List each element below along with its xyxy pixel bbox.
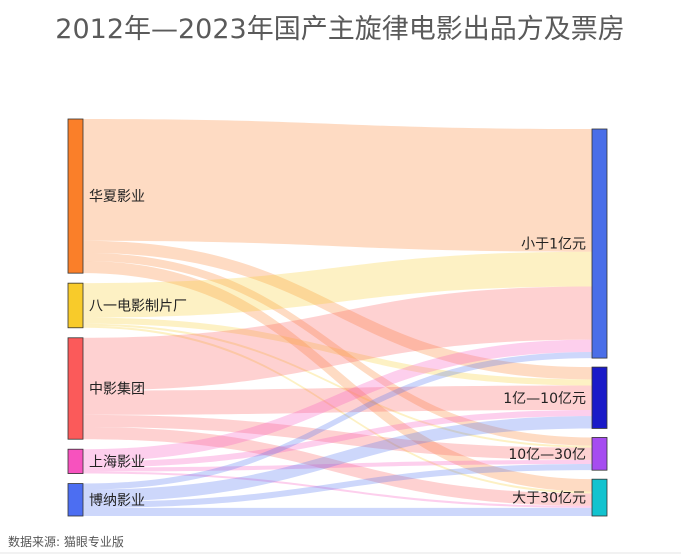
target-label-2: 1亿—10亿元 bbox=[503, 391, 586, 407]
link-4 bbox=[83, 260, 592, 492]
source-node-5[interactable] bbox=[67, 483, 84, 517]
link-2 bbox=[83, 240, 592, 380]
source-label-5: 博纳影业 bbox=[89, 492, 145, 509]
target-node-1[interactable] bbox=[591, 128, 608, 359]
links-layer bbox=[83, 119, 592, 516]
chart-title: 2012年—2023年国产主旋律电影出品方及票房 bbox=[55, 14, 624, 45]
link-12 bbox=[83, 427, 592, 506]
link-18 bbox=[83, 416, 592, 502]
link-3 bbox=[83, 252, 592, 446]
source-label-3: 中影集团 bbox=[89, 380, 145, 397]
link-13 bbox=[83, 339, 592, 462]
source-label-2: 八一电影制片厂 bbox=[89, 298, 187, 314]
source-note: 数据来源: 猫眼专业版 bbox=[8, 534, 124, 549]
link-1 bbox=[83, 119, 592, 252]
target-node-2[interactable] bbox=[591, 366, 608, 429]
link-19 bbox=[83, 464, 592, 508]
source-label-1: 华夏影业 bbox=[89, 189, 145, 205]
target-label-4: 大于30亿元 bbox=[512, 491, 586, 507]
link-8 bbox=[83, 325, 592, 494]
link-16 bbox=[83, 471, 592, 508]
link-10 bbox=[83, 385, 592, 415]
source-node-4[interactable] bbox=[67, 448, 84, 474]
nodes-layer bbox=[67, 118, 608, 517]
target-node-3[interactable] bbox=[591, 437, 608, 471]
source-label-4: 上海影业 bbox=[89, 454, 145, 470]
link-20 bbox=[83, 507, 592, 516]
target-label-3: 10亿—30亿 bbox=[508, 447, 586, 463]
link-11 bbox=[83, 414, 592, 460]
link-14 bbox=[83, 410, 592, 468]
link-7 bbox=[83, 323, 592, 448]
link-5 bbox=[83, 251, 592, 318]
link-6 bbox=[83, 317, 592, 386]
link-9 bbox=[83, 286, 592, 391]
source-node-3[interactable] bbox=[67, 337, 84, 440]
target-label-1: 小于1亿元 bbox=[521, 237, 586, 253]
link-15 bbox=[83, 459, 592, 472]
source-node-1[interactable] bbox=[67, 118, 84, 274]
source-node-2[interactable] bbox=[67, 282, 84, 329]
link-17 bbox=[83, 351, 592, 490]
target-node-4[interactable] bbox=[591, 478, 608, 517]
